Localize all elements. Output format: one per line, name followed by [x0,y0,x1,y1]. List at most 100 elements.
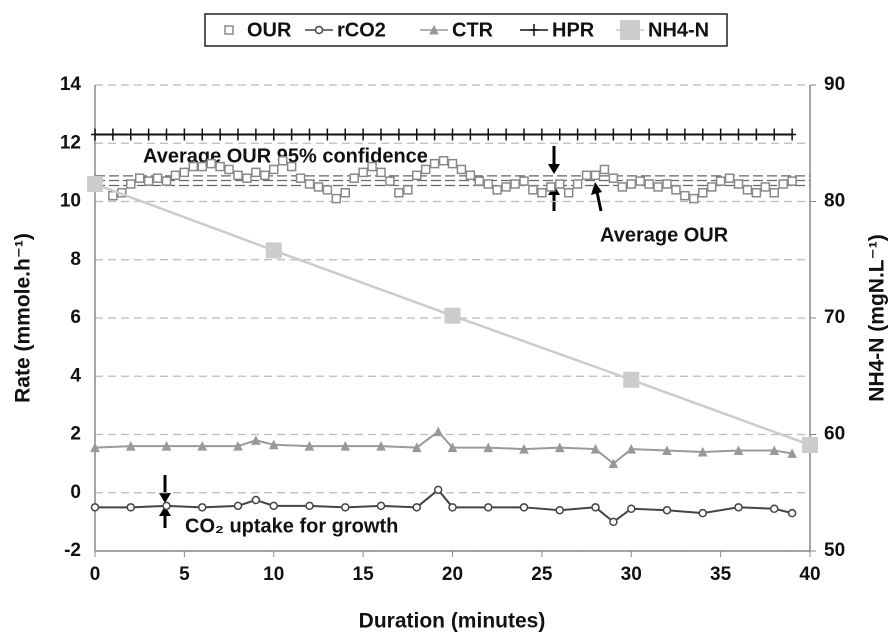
data-point [447,442,458,453]
data-point [484,503,493,512]
data-point [161,441,172,451]
legend-marker [530,24,538,36]
data-point [377,128,385,141]
data-point [573,128,582,141]
data-point [706,182,717,192]
data-point [448,503,457,512]
data-point [528,185,538,195]
data-point [162,128,171,141]
data-point [331,193,342,204]
data-point [251,128,260,141]
data-point [590,170,601,181]
x-tick-label: 15 [353,564,375,585]
data-point [126,179,136,189]
legend-label: HPR [552,19,595,41]
data-point [734,128,743,141]
data-point [484,128,493,141]
data-point [474,176,485,186]
data-point [662,179,672,189]
data-point [341,128,350,141]
data-point [609,128,618,141]
data-point [429,158,440,169]
data-point [663,128,671,141]
data-point [444,307,461,324]
y-axis-title: Rate (mmole.h⁻¹) [12,233,35,403]
data-point [456,164,467,175]
legend-marker [224,25,234,35]
series-line [94,430,793,465]
data-point [251,495,261,505]
data-point [412,503,421,512]
data-point [180,128,189,141]
y-tick-label: -2 [64,540,81,561]
data-point [412,128,421,141]
data-point [572,179,583,189]
data-point [162,501,171,511]
data-point [268,439,279,450]
data-point [608,458,619,469]
data-point [91,128,99,141]
data-point [179,167,190,178]
y-tick-label: 2 [70,424,81,445]
data-point [287,128,296,141]
data-point [537,128,546,141]
x-tick-label: 40 [799,564,820,585]
data-point [197,441,208,451]
x-tick-label: 35 [710,564,732,585]
data-point [802,436,818,453]
data-point [251,167,261,178]
data-point [340,188,350,198]
y2-tick-label: 70 [824,307,845,328]
arrows [159,146,603,528]
data-point [590,443,601,454]
data-point [609,517,618,527]
data-point [322,185,333,195]
data-point [188,161,199,172]
data-point [680,190,690,201]
data-point [617,182,628,192]
legend-label: rCO2 [337,19,386,41]
data-point [519,503,529,512]
x-tick-label: 5 [179,564,190,585]
data-point [555,128,564,141]
data-point [645,128,654,141]
data-point [412,170,422,181]
data-point [554,442,565,453]
data-point [752,128,761,141]
data-point [635,176,645,186]
data-point [697,446,708,457]
y2-tick-label: 80 [824,191,845,212]
data-point [125,441,136,451]
data-point [126,128,135,141]
data-point [502,128,511,141]
data-point [269,128,278,141]
data-point [510,179,520,189]
data-point [170,170,181,181]
data-point [742,185,753,195]
data-point [198,128,207,141]
data-point [313,182,324,192]
series-line [95,488,793,524]
data-point [394,128,403,141]
data-point [724,173,735,183]
data-point [323,128,332,141]
data-point [599,164,610,175]
y-tick-label: 4 [70,365,81,386]
data-point [680,128,689,141]
data-point [265,242,282,259]
data-point [519,176,529,186]
legend-marker [314,25,324,35]
data-point [438,155,449,166]
y-tick-label: 14 [60,74,82,95]
data-point [787,508,797,518]
data-point [519,443,529,454]
data-point [242,173,252,183]
data-point [376,167,386,178]
data-point [134,173,145,183]
data-point [87,176,103,193]
data-point [546,182,556,192]
data-point [662,445,672,456]
data-point [787,448,797,458]
data-point [224,164,234,175]
data-point [501,182,511,192]
